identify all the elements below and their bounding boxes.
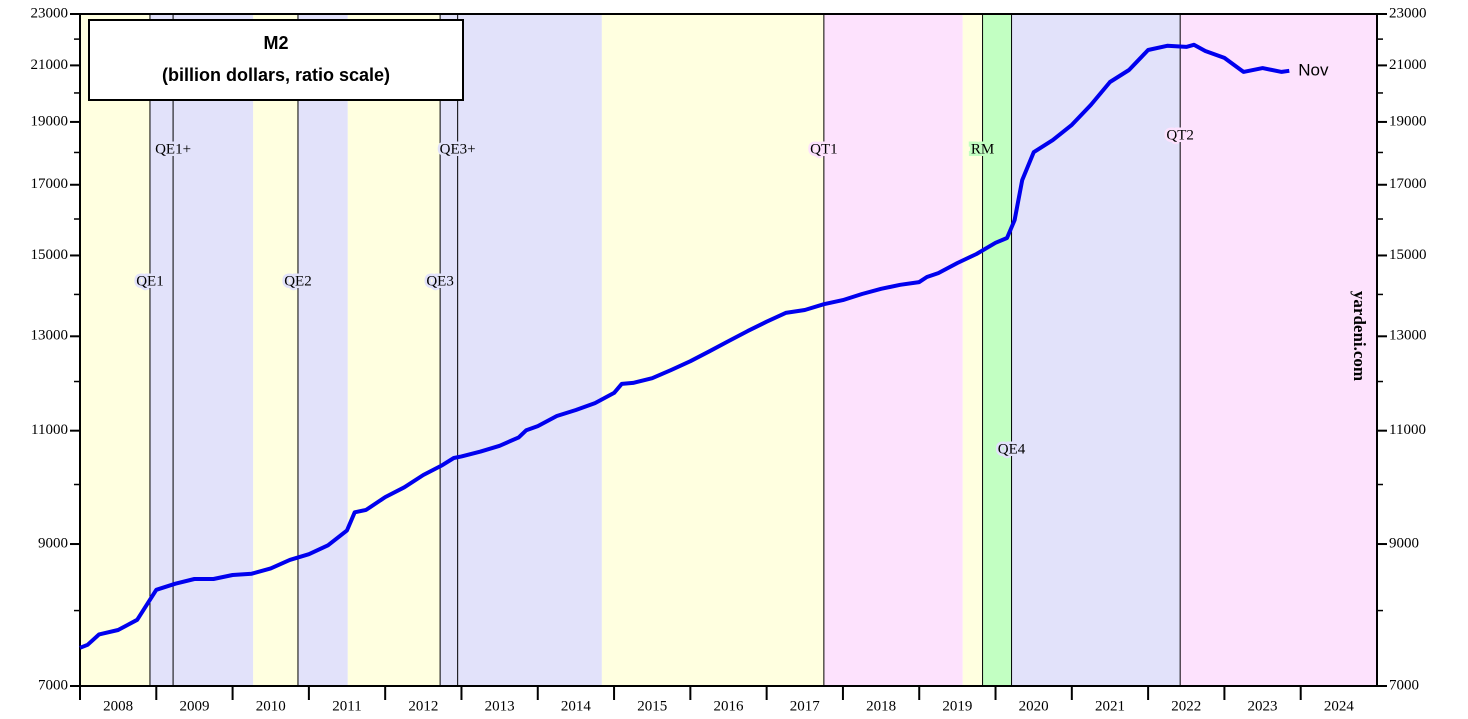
event-label: QE1	[136, 273, 164, 289]
y-tick-label: 9000	[38, 535, 68, 551]
shaded-region	[347, 14, 441, 686]
y2-tick-label: 11000	[1389, 422, 1426, 438]
title-box	[88, 19, 464, 101]
event-label: QE4	[998, 441, 1026, 457]
x-tick-label: 2023	[1248, 698, 1278, 714]
y2-tick-label: 23000	[1389, 5, 1427, 21]
event-label: QE2	[284, 273, 312, 289]
x-tick-label: 2015	[637, 698, 667, 714]
x-tick-label: 2021	[1095, 698, 1125, 714]
x-tick-label: 2012	[408, 698, 438, 714]
x-tick-label: 2018	[866, 698, 896, 714]
y-tick-label: 19000	[31, 113, 69, 129]
y-tick-label: 21000	[31, 57, 69, 73]
y-tick-label: 15000	[31, 247, 69, 263]
x-tick-label: 2017	[790, 698, 821, 714]
y2-tick-label: 7000	[1389, 677, 1419, 693]
event-label: QE1+	[155, 141, 191, 157]
plot-frame	[79, 13, 1378, 687]
y-tick-label: 11000	[31, 422, 68, 438]
x-tick-label: 2022	[1171, 698, 1201, 714]
foreground-layer: 7000 7000 9000 9000 11000 11000 13000 13000 1500…	[31, 5, 1427, 714]
x-tick-label: 2020	[1019, 698, 1049, 714]
y2-tick-label: 21000	[1389, 57, 1427, 73]
event-label: QT1	[810, 141, 838, 157]
x-tick-label: 2014	[561, 698, 592, 714]
x-tick-label: 2016	[714, 698, 745, 714]
y2-tick-label: 17000	[1389, 176, 1427, 192]
event-label: QE3	[426, 273, 454, 289]
shaded-region	[80, 14, 150, 686]
y2-tick-label: 15000	[1389, 247, 1427, 263]
series-line	[79, 42, 1290, 650]
end-label: Nov	[1298, 60, 1329, 79]
x-tick-label: 2019	[942, 698, 972, 714]
shaded-region	[1011, 14, 1181, 686]
background-layer: QE1 QE1+ QE2 QE3 QE3+ QT1 RM QE4 QT2	[80, 14, 1377, 686]
y2-tick-label: 19000	[1389, 113, 1427, 129]
chart-subtitle: (billion dollars, ratio scale)	[162, 65, 390, 85]
x-tick-label: 2011	[332, 698, 361, 714]
shaded-region	[253, 14, 298, 686]
shaded-region	[297, 14, 348, 686]
y-tick-label: 17000	[31, 176, 69, 192]
shaded-region	[982, 14, 1012, 686]
x-tick-label: 2008	[103, 698, 133, 714]
x-tick-label: 2010	[256, 698, 286, 714]
y-tick-label: 13000	[31, 328, 69, 344]
shaded-region	[1180, 14, 1377, 686]
shaded-region	[440, 14, 602, 686]
chart-title: M2	[263, 33, 288, 53]
shaded-region	[962, 14, 983, 686]
watermark: yardeni.com	[1350, 291, 1369, 381]
x-tick-label: 2024	[1324, 698, 1355, 714]
y2-tick-label: 9000	[1389, 535, 1419, 551]
event-label: RM	[971, 141, 994, 157]
event-label: QE3+	[440, 141, 476, 157]
x-tick-label: 2013	[485, 698, 515, 714]
y-tick-label: 7000	[38, 677, 68, 693]
y-tick-label: 23000	[31, 5, 69, 21]
shaded-region	[823, 14, 963, 686]
y2-tick-label: 13000	[1389, 328, 1427, 344]
event-label: QT2	[1166, 127, 1194, 143]
x-tick-label: 2009	[179, 698, 209, 714]
